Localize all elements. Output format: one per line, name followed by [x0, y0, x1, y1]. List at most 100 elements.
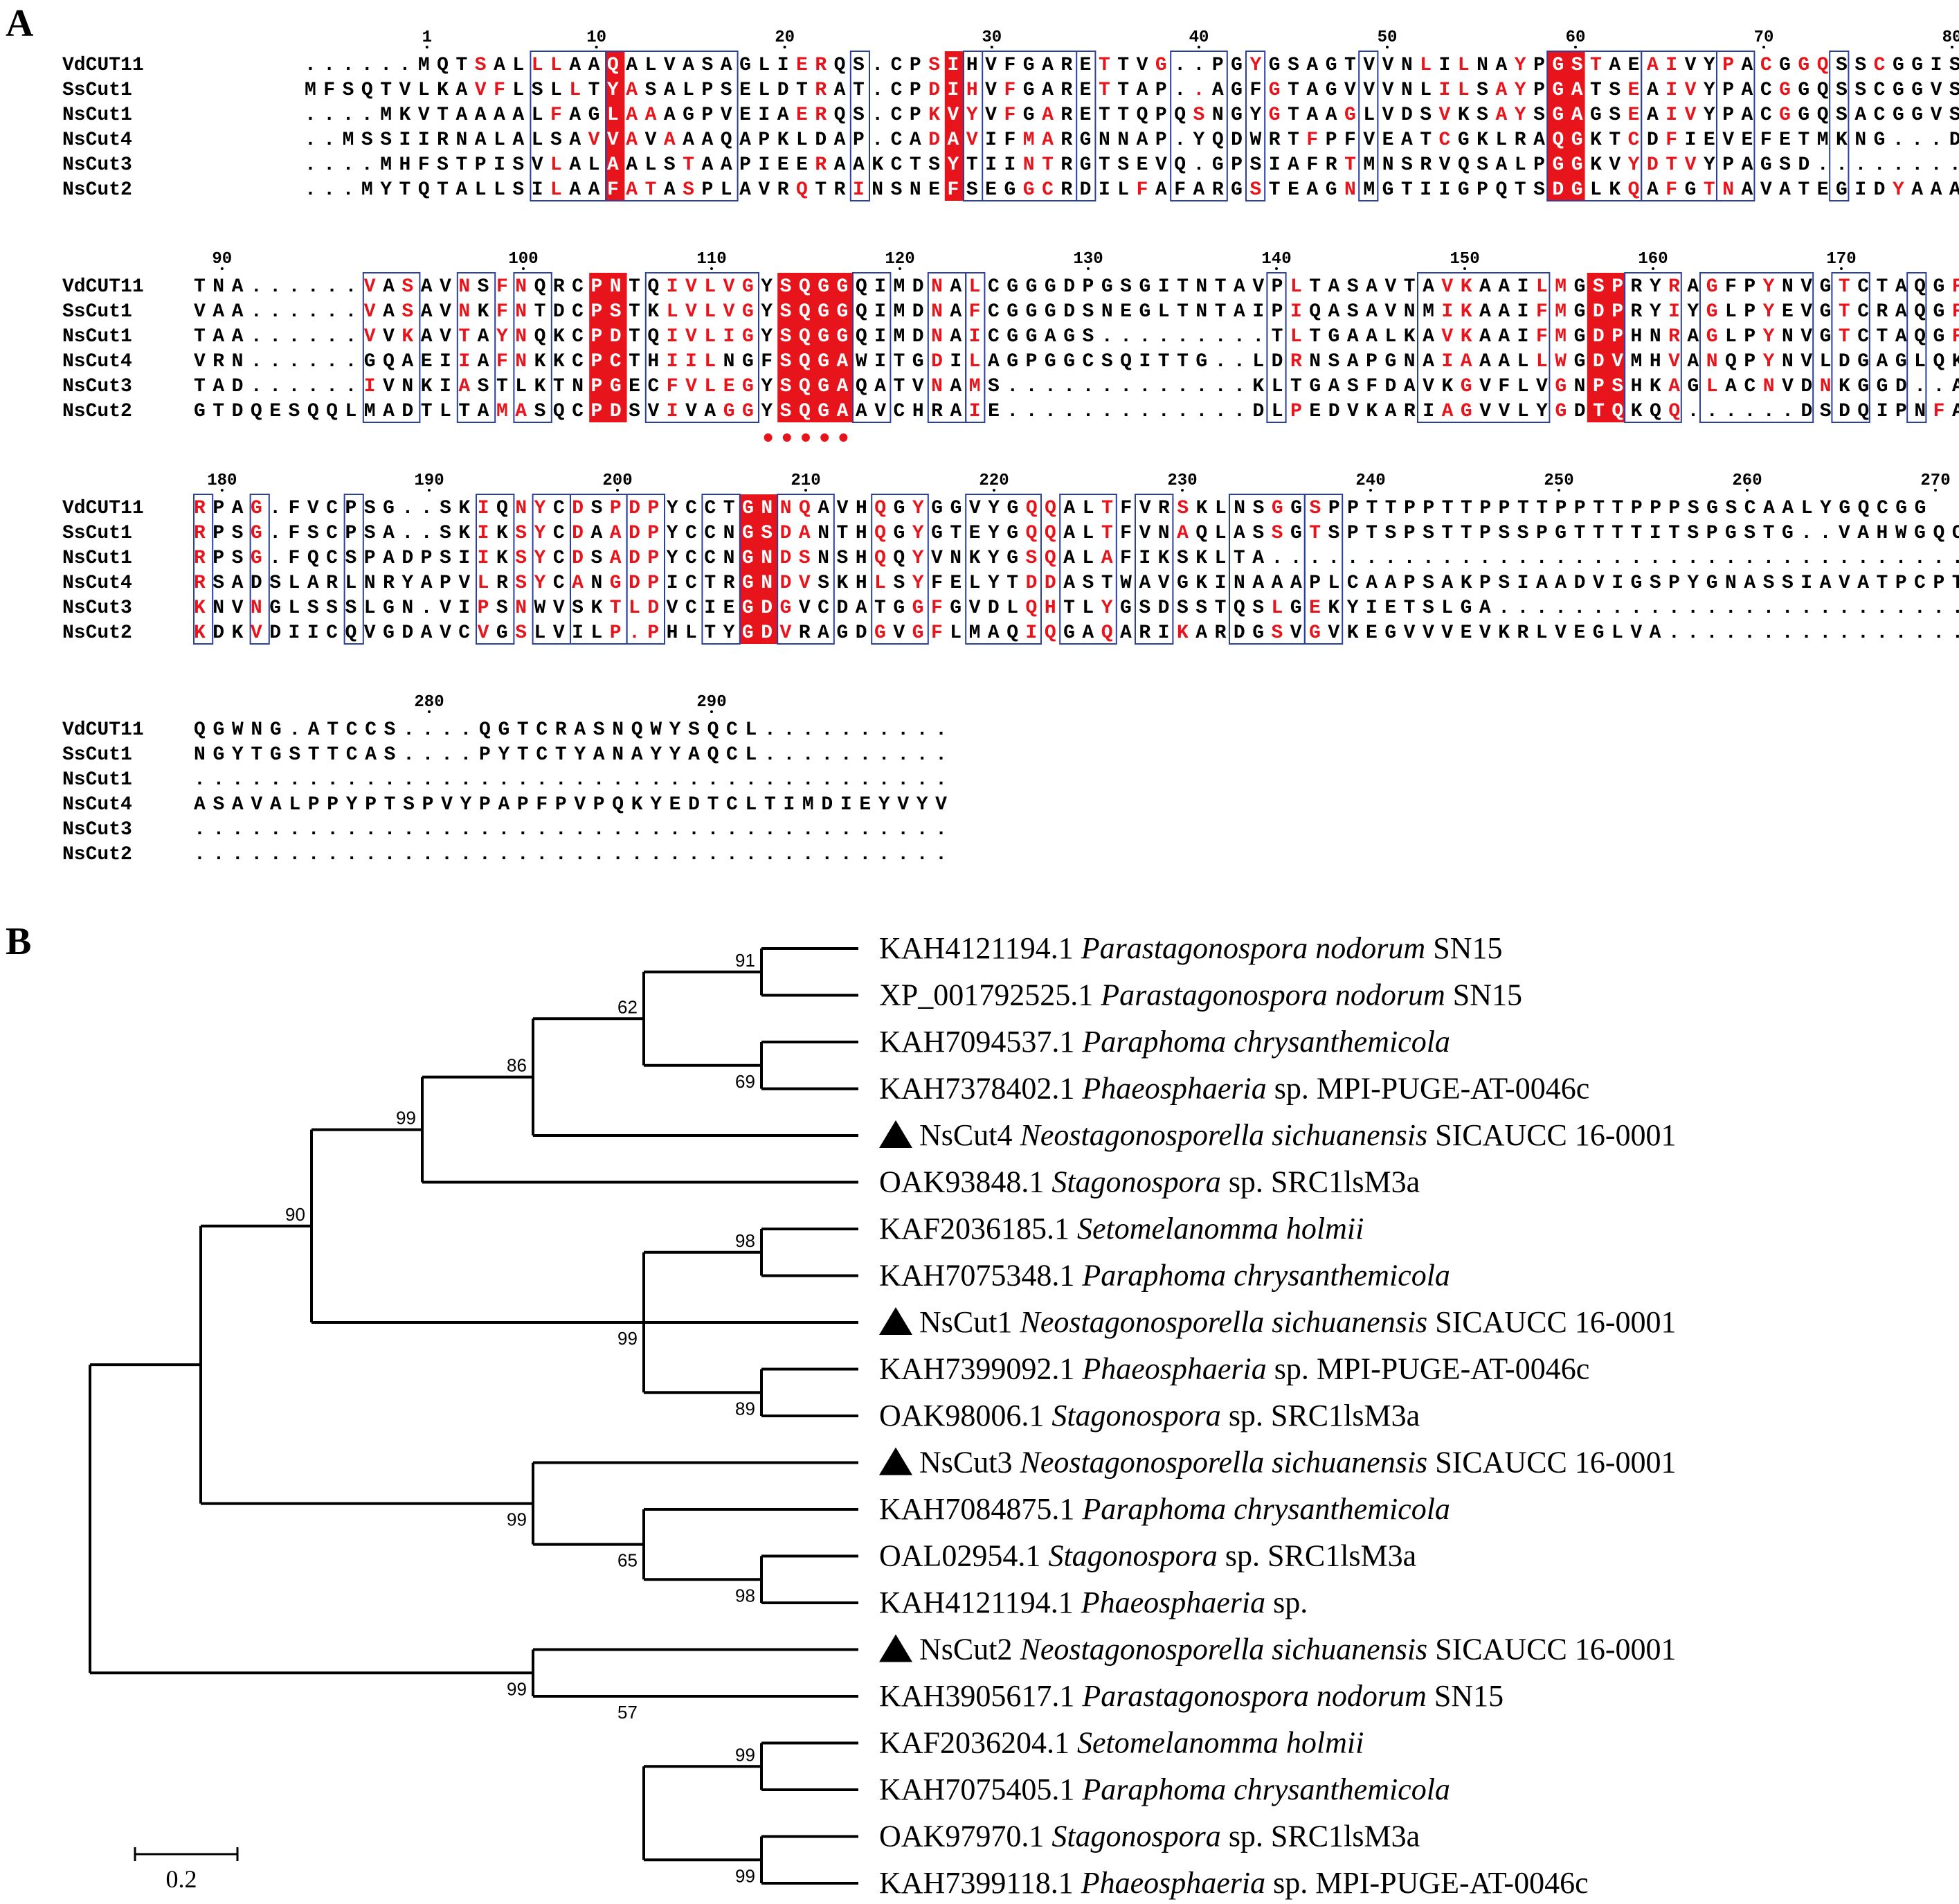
bootstrap-value: 99: [396, 1108, 416, 1129]
bootstrap-value: 91: [735, 950, 755, 971]
triangle-marker-icon: [879, 1447, 912, 1475]
similarity-box: [965, 272, 986, 423]
similarity-box: [1829, 51, 1850, 201]
position-tick: [899, 267, 901, 270]
position-number: 130: [1073, 250, 1103, 269]
similarity-box: [852, 272, 892, 423]
alignment-block: 90 100 110 120 130 140 150 160 170 VdCUT11 T N A....…: [62, 250, 1959, 442]
sequence-name: SsCut1: [62, 80, 132, 101]
position-tick: [1558, 489, 1560, 492]
tip-label: NsCut3 Neostagonosporella sichuanensis S…: [919, 1446, 1677, 1480]
position-number: 10: [586, 28, 606, 47]
position-tick: [1463, 267, 1466, 270]
similarity-box: [1699, 272, 1814, 423]
bootstrap-value: 98: [735, 1230, 755, 1251]
position-number: 240: [1355, 471, 1385, 490]
sequence-name: SsCut1: [62, 744, 132, 766]
tip-label: KAH3905617.1 Parastagonospora nodorum SN…: [879, 1679, 1504, 1713]
alignment-block: 280 290 VdCUT11 Q G W N G. A T C C S.... Q G T C R A S N Q W Y S…: [62, 693, 947, 865]
similarity-box: [193, 494, 214, 645]
sequence-name: SsCut1: [62, 301, 132, 323]
position-tick: [1934, 489, 1937, 492]
position-number: 230: [1167, 471, 1197, 490]
similarity-box: [1624, 272, 1682, 423]
tip-label: KAH7378402.1 Phaeosphaeria sp. MPI-PUGE-…: [879, 1072, 1589, 1106]
position-tick: [1386, 46, 1389, 48]
bootstrap-value: 62: [617, 996, 638, 1017]
position-number: 50: [1378, 28, 1398, 47]
position-tick: [710, 267, 713, 270]
position-number: 180: [207, 471, 237, 490]
phylogenetic-tree: 91 62 69 86 99 90 98 99 89 99 98 65 99 57 99 99 KAH41211…: [89, 931, 1677, 1900]
position-number: 260: [1732, 471, 1762, 490]
similarity-box: [456, 272, 496, 423]
position-tick: [1652, 267, 1654, 270]
bootstrap-value: 99: [617, 1328, 638, 1349]
position-number: 90: [212, 250, 232, 269]
tip-label: KAH7075348.1 Paraphoma chrysanthemicola: [879, 1259, 1450, 1293]
triangle-marker-icon: [879, 1120, 912, 1148]
sequence-name: NsCut4: [62, 129, 132, 151]
similarity-box: [605, 51, 739, 201]
similarity-box: [513, 272, 552, 423]
sequence-name: NsCut4: [62, 351, 132, 372]
conserved-column: [1587, 273, 1625, 422]
similarity-box: [476, 494, 515, 645]
panel-b-label: B: [6, 920, 32, 963]
position-number: 150: [1450, 250, 1479, 269]
bootstrap-value: 98: [735, 1585, 755, 1606]
similarity-box: [1135, 494, 1174, 645]
tip-label: OAK97970.1 Stagonospora sp. SRC1lsM3a: [879, 1820, 1420, 1853]
position-number: 170: [1826, 250, 1856, 269]
sequence-row: ........................................: [194, 844, 947, 865]
similarity-box: [777, 494, 835, 645]
position-tick: [1840, 267, 1843, 270]
position-number: 200: [602, 471, 632, 490]
position-tick: [428, 489, 431, 492]
bootstrap-value: 65: [617, 1550, 638, 1571]
sequence-name: NsCut3: [62, 154, 132, 176]
catalytic-site-dot: [839, 433, 848, 442]
tip-label: KAH4121194.1 Phaeosphaeria sp.: [879, 1586, 1308, 1619]
position-tick: [428, 710, 431, 713]
sequence-name: NsCut2: [62, 401, 132, 422]
tip-label: KAH7075405.1 Paraphoma chrysanthemicola: [879, 1772, 1450, 1806]
tip-label: OAL02954.1 Stagonospora sp. SRC1lsM3a: [879, 1539, 1416, 1573]
bootstrap-value: 89: [735, 1398, 755, 1419]
scale-bar-label: 0.2: [166, 1865, 197, 1893]
similarity-box: [362, 272, 421, 423]
tip-label: NsCut2 Neostagonosporella sichuanensis S…: [919, 1633, 1677, 1667]
sequence-name: VdCUT11: [62, 719, 144, 741]
position-tick: [1574, 46, 1577, 48]
similarity-box: [1358, 51, 1379, 201]
position-tick: [425, 46, 428, 48]
tree-tip-labels: KAH4121194.1 Parastagonospora nodorum SN…: [879, 931, 1677, 1900]
tip-label: KAH7094537.1 Paraphoma chrysanthemicola: [879, 1025, 1450, 1059]
position-tick: [595, 46, 598, 48]
bootstrap-value: 99: [507, 1678, 527, 1699]
similarity-box: [963, 51, 1096, 201]
tip-label: KAH4121194.1 Parastagonospora nodorum SN…: [879, 931, 1502, 965]
position-tick: [220, 267, 224, 270]
position-number: 1: [422, 28, 432, 47]
sequence-name: NsCut4: [62, 794, 132, 816]
sequence-row: ........................................: [194, 819, 947, 841]
similarity-box: [1716, 51, 1755, 201]
tip-label: KAH7399092.1 Phaeosphaeria sp. MPI-PUGE-…: [879, 1352, 1589, 1386]
bootstrap-value: 57: [617, 1702, 638, 1723]
tip-label: NsCut1 Neostagonosporella sichuanensis S…: [919, 1305, 1677, 1339]
catalytic-site-dot: [802, 433, 810, 442]
position-tick: [522, 267, 525, 270]
similarity-box: [626, 494, 665, 645]
position-number: 20: [775, 28, 795, 47]
similarity-box: [644, 272, 759, 423]
triangle-marker-icon: [879, 1307, 912, 1335]
sequence-name: NsCut2: [62, 844, 132, 865]
